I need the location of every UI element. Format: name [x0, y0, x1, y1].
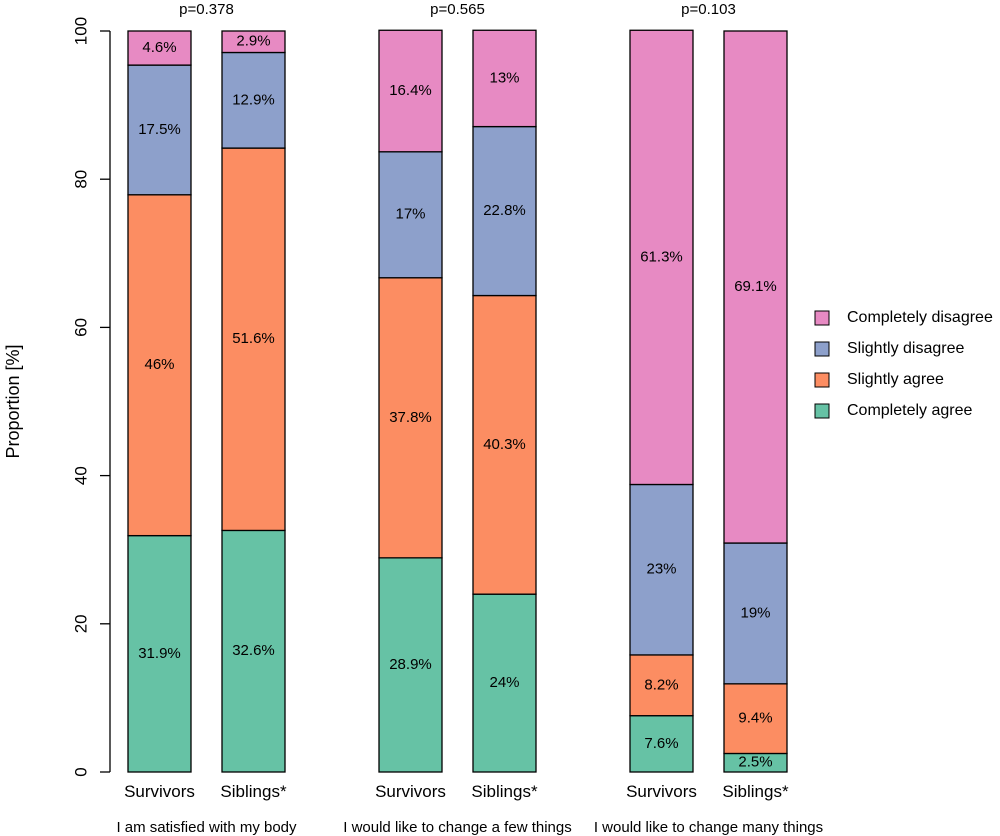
legend-swatch: [814, 372, 830, 388]
data-label: 46%: [144, 356, 174, 373]
data-label: 31.9%: [138, 645, 181, 662]
data-label: 61.3%: [640, 248, 683, 265]
group-label: I would like to change a few things: [343, 819, 571, 836]
group-label: I would like to change many things: [594, 819, 823, 836]
bar-segment: [127, 64, 192, 196]
p-value-label: p=0.565: [430, 1, 485, 18]
data-label: 24%: [489, 674, 519, 691]
data-label: 37.8%: [389, 409, 432, 426]
bar-segment: [378, 557, 443, 773]
bar-segment: [378, 29, 443, 153]
y-axis-label: Proportion [%]: [3, 344, 23, 458]
data-label: 2.9%: [236, 33, 270, 50]
bar-segment: [629, 654, 694, 717]
bar-category-label: Siblings*: [471, 782, 538, 801]
bar-segment: [472, 294, 537, 595]
data-label: 9.4%: [738, 710, 772, 727]
legend-swatch: [814, 403, 830, 419]
legend-label: Completely agree: [847, 402, 973, 419]
data-label: 32.6%: [232, 642, 275, 659]
data-label: 7.6%: [644, 735, 678, 752]
bar-segment: [221, 147, 286, 532]
bar-category-label: Survivors: [375, 782, 446, 801]
bar-segment: [629, 715, 694, 773]
bar-segment: [221, 30, 286, 54]
data-label: 51.6%: [232, 330, 275, 347]
data-label: 12.9%: [232, 91, 275, 108]
bar-segment: [629, 29, 694, 486]
p-value-label: p=0.378: [179, 1, 234, 18]
y-axis: 0 20 40 60 80 100 Proportion [%]: [3, 17, 111, 777]
legend-label: Slightly disagree: [847, 340, 965, 357]
bar-segment: [221, 529, 286, 773]
bar-segment: [472, 593, 537, 773]
p-value-label: p=0.103: [681, 1, 736, 18]
data-label: 17%: [395, 206, 425, 223]
bar-segment: [723, 683, 788, 755]
data-label: 22.8%: [483, 202, 526, 219]
bar-segment: [472, 29, 537, 128]
data-label: 19%: [740, 604, 770, 621]
bar-segment: [127, 30, 192, 66]
legend-label: Completely disagree: [847, 309, 993, 326]
y-tick-label: 0: [71, 767, 90, 776]
y-tick-label: 100: [71, 17, 90, 45]
data-label: 17.5%: [138, 121, 181, 138]
data-label: 8.2%: [644, 676, 678, 693]
data-label: 2.5%: [738, 754, 772, 771]
group-label: I am satisfied with my body: [116, 819, 297, 836]
legend: Completely disagree Slightly disagree Slig…: [814, 309, 993, 419]
bar-segment: [723, 542, 788, 685]
data-label: 23%: [646, 561, 676, 578]
bar-segment: [127, 194, 192, 537]
data-label: 4.6%: [142, 39, 176, 56]
bars: [127, 29, 788, 773]
y-tick-label: 60: [71, 318, 90, 337]
bar-category-label: Survivors: [626, 782, 697, 801]
data-label: 13%: [489, 69, 519, 86]
bar-category-label: Siblings*: [722, 782, 789, 801]
data-label: 16.4%: [389, 82, 432, 99]
y-tick-label: 20: [71, 614, 90, 633]
y-tick-label: 40: [71, 466, 90, 485]
bar-category-label: Siblings*: [220, 782, 287, 801]
legend-swatch: [814, 341, 830, 357]
x-axis-labels: Survivors Siblings* I am satisfied with my…: [116, 1, 823, 836]
bar-segment: [723, 30, 788, 544]
y-tick-label: 80: [71, 170, 90, 189]
data-label: 69.1%: [734, 278, 777, 295]
data-label: 40.3%: [483, 436, 526, 453]
bar-category-label: Survivors: [124, 782, 195, 801]
bar-segment: [221, 51, 286, 149]
value-labels: 31.9% 46% 17.5% 4.6% 32.6% 51.6% 12.9% 2.9% 28.9…: [138, 33, 777, 771]
legend-swatch: [814, 310, 830, 326]
data-label: 28.9%: [389, 656, 432, 673]
bar-segment: [127, 534, 192, 773]
bar-segment: [378, 151, 443, 279]
legend-label: Slightly agree: [847, 371, 944, 388]
bar-segment: [378, 277, 443, 559]
